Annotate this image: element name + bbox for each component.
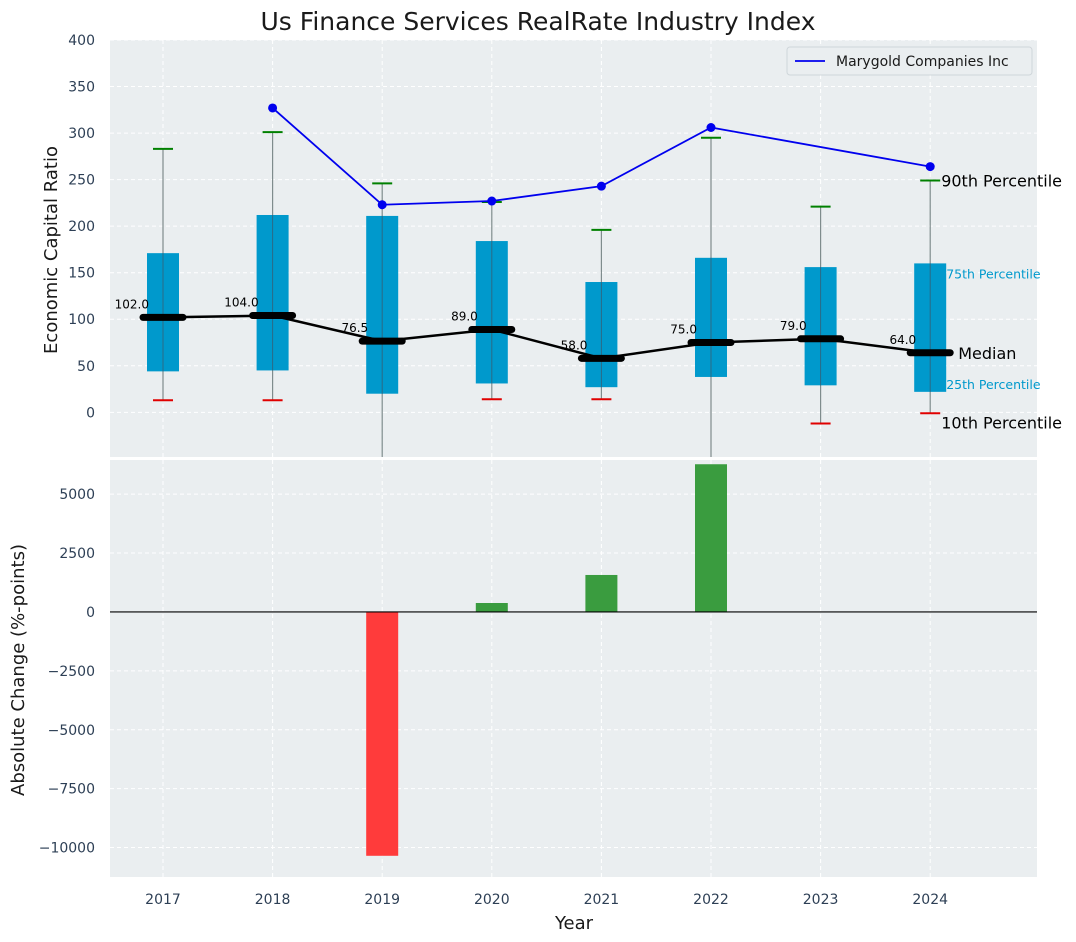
series-point-marygold	[706, 122, 716, 132]
x-tick-label: 2020	[474, 892, 510, 908]
bottom-y-tick-label: −2500	[48, 664, 95, 680]
p75-annotation: 75th Percentile	[946, 266, 1041, 281]
x-tick-label: 2019	[364, 892, 400, 908]
x-tick-label: 2022	[693, 892, 729, 908]
p90-annotation: 90th Percentile	[941, 172, 1062, 191]
x-tick-label: 2023	[803, 892, 839, 908]
median-value-label: 76.5	[341, 321, 368, 335]
x-axis-label: Year	[554, 913, 594, 934]
top-y-tick-label: 200	[68, 219, 95, 235]
median-annotation: Median	[958, 344, 1016, 363]
series-line-marygold	[272, 107, 931, 206]
top-y-tick-label: 0	[86, 405, 95, 421]
legend: Marygold Companies Inc	[786, 46, 1033, 76]
top-y-tick-label: 300	[68, 126, 95, 142]
top-y-tick-label: 100	[68, 312, 95, 328]
bottom-plot-background	[110, 460, 1037, 877]
top-y-tick-label: 50	[77, 359, 95, 375]
top-y-tick-label: 350	[68, 80, 95, 96]
change-bar-2020	[475, 603, 508, 612]
median-value-label: 64.0	[889, 333, 916, 347]
top-y-tick-label: 150	[68, 266, 95, 282]
change-bar-2021	[585, 574, 618, 612]
chart-title: Us Finance Services RealRate Industry In…	[261, 7, 816, 36]
bottom-y-tick-label: −7500	[48, 782, 95, 798]
change-bar-2022	[695, 464, 727, 612]
p10-annotation: 10th Percentile	[941, 413, 1062, 432]
bottom-y-tick-label: 2500	[59, 546, 95, 562]
median-value-label: 79.0	[780, 319, 807, 333]
legend-label-marygold: Marygold Companies Inc	[836, 54, 1009, 70]
median-value-label: 58.0	[561, 338, 588, 352]
change-bar-2019	[366, 611, 399, 856]
p25-annotation: 25th Percentile	[946, 377, 1041, 392]
bottom-y-tick-label: −10000	[39, 841, 95, 857]
bottom-y-tick-label: 5000	[59, 487, 95, 503]
legend-box	[786, 46, 1033, 76]
bottom-y-axis-label: Absolute Change (%-points)	[8, 544, 29, 796]
x-tick-label: 2021	[584, 892, 620, 908]
top-y-tick-label: 250	[68, 173, 95, 189]
median-value-label: 102.0	[115, 297, 149, 311]
median-value-label: 75.0	[670, 323, 697, 337]
top-y-axis-label: Economic Capital Ratio	[41, 146, 62, 354]
bottom-y-tick-label: 0	[86, 605, 95, 621]
x-tick-label: 2024	[912, 892, 948, 908]
series-point-marygold	[377, 200, 387, 210]
series-point-marygold	[925, 162, 935, 172]
x-tick-label: 2017	[145, 892, 181, 908]
series-point-marygold	[487, 196, 497, 206]
bottom-y-tick-label: −5000	[48, 723, 95, 739]
x-tick-label: 2018	[255, 892, 291, 908]
median-value-label: 104.0	[224, 296, 258, 310]
series-point-marygold	[596, 181, 606, 191]
top-plot-background	[110, 40, 1037, 457]
top-y-tick-label: 400	[68, 33, 95, 49]
series-point-marygold	[268, 103, 278, 113]
median-value-label: 89.0	[451, 309, 478, 323]
